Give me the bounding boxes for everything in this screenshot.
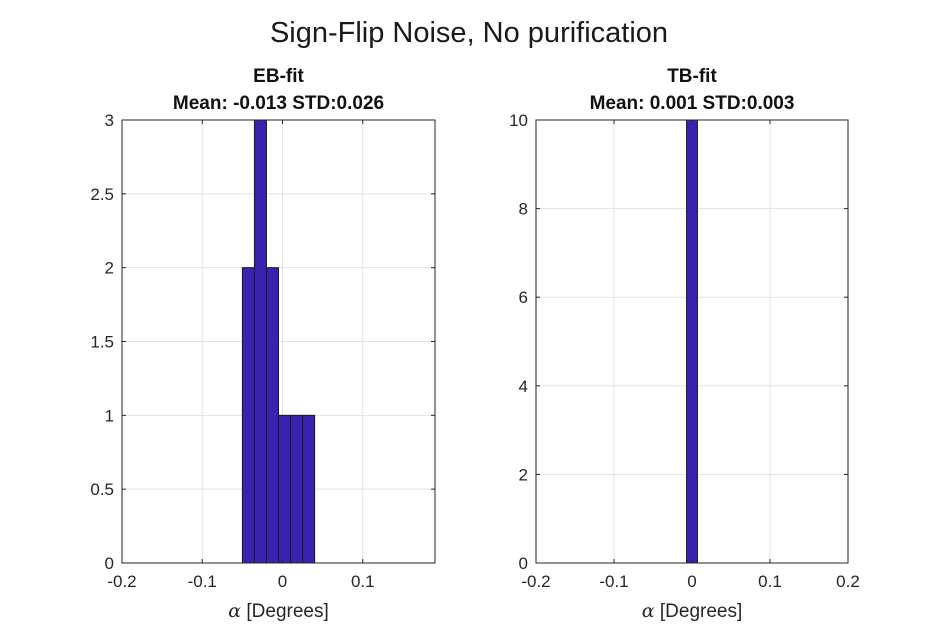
histogram-bar [290,414,304,564]
y-tick-label: 2.5 [90,185,114,204]
y-tick-label: 1 [105,406,114,425]
histogram-bar [253,119,267,564]
x-tick-label: 0 [687,572,696,591]
y-tick-label: 6 [519,288,528,307]
y-tick-label: 2 [105,259,114,278]
x-tick-label: -0.2 [107,572,136,591]
figure-title: Sign-Flip Noise, No purification [270,17,668,49]
panel-title: TB-fit [667,66,717,87]
y-tick-label: 8 [519,200,528,219]
x-tick-label: 0.1 [351,572,375,591]
y-tick-label: 4 [519,377,528,396]
panel-stats: Mean: -0.013 STD:0.026 [173,93,384,114]
y-tick-label: 2 [519,465,528,484]
histogram-bar [241,267,255,564]
tb-fit-panel: -0.2 -0.1 0 0.1 0.2 0 2 4 6 8 10 TB-fit Mean: 0.001 … [509,66,860,622]
eb-fit-panel: -0.2 -0.1 0 0.1 0 0.5 1 1.5 2 2.5 3 EB-fit Mean: -0.… [90,66,436,622]
histogram-bar [265,267,280,564]
panel-stats: Mean: 0.001 STD:0.003 [590,93,795,114]
y-tick-label: 3 [105,111,114,130]
x-axis-label: α [Degrees] [642,600,743,622]
y-tick-label: 10 [509,111,528,130]
x-tick-label: -0.2 [521,572,550,591]
x-tick-label: -0.1 [599,572,628,591]
x-tick-label: 0.2 [836,572,860,591]
x-axis-label-text: [Degrees] [655,601,743,622]
panel-title: EB-fit [253,66,304,87]
y-tick-label: 1.5 [90,333,114,352]
y-tick-label: 0 [519,554,528,573]
histogram-bar [302,414,316,564]
x-tick-label: 0.1 [758,572,782,591]
x-tick-label: -0.1 [188,572,217,591]
x-tick-label: 0 [278,572,287,591]
y-tick-label: 0.5 [90,480,114,499]
y-tick-label: 0 [105,554,114,573]
x-axis-label-text: [Degrees] [241,601,329,622]
alpha-symbol: α [228,600,241,622]
alpha-symbol: α [642,600,655,622]
histogram-bar [278,414,292,564]
panels: -0.2 -0.1 0 0.1 0 0.5 1 1.5 2 2.5 3 EB-fit Mean: -0.… [90,66,859,622]
x-axis-label: α [Degrees] [228,600,329,622]
histogram-bar [686,119,698,564]
